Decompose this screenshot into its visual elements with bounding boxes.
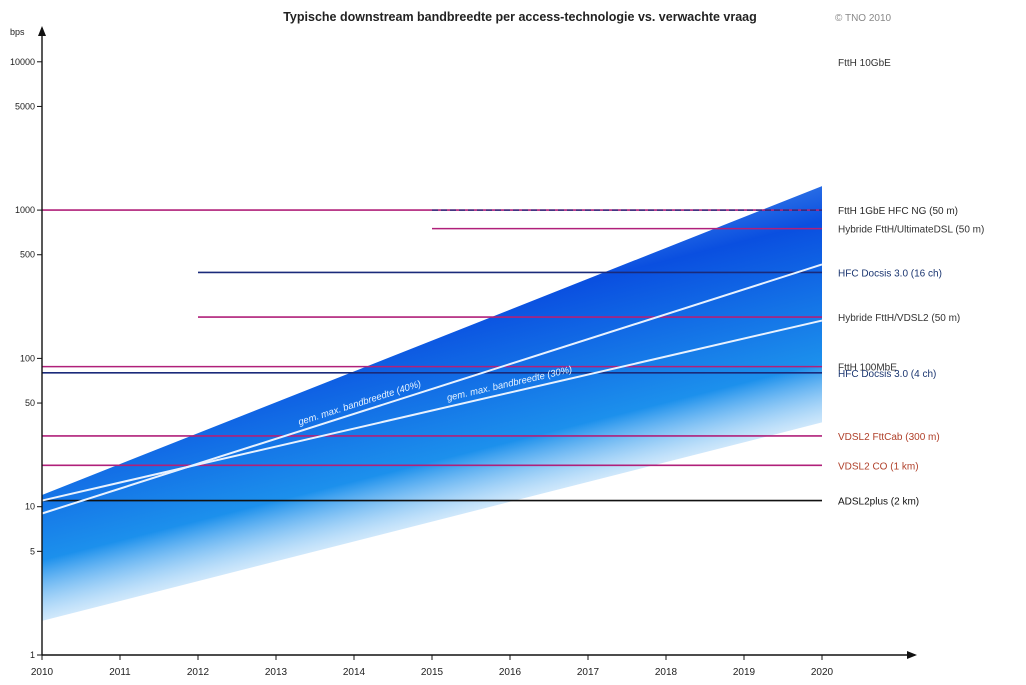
tech-label: Hybride FttH/VDSL2 (50 m)	[838, 313, 960, 324]
tech-label: HFC Docsis 3.0 (4 ch)	[838, 369, 936, 380]
x-tick-label: 2013	[265, 667, 288, 678]
x-tick-label: 2017	[577, 667, 600, 678]
tech-label: Hybride FttH/UltimateDSL (50 m)	[838, 225, 984, 236]
x-tick-label: 2018	[655, 667, 678, 678]
x-tick-label: 2011	[109, 667, 131, 678]
trend-line	[41, 319, 823, 502]
y-tick-label: 10000	[10, 57, 35, 67]
x-tick-label: 2020	[811, 667, 834, 678]
y-tick-label: 5	[30, 546, 35, 556]
y-axis-label: bps	[10, 27, 25, 37]
y-tick-label: 5000	[15, 101, 35, 111]
x-tick-label: 2016	[499, 667, 522, 678]
tech-label: HFC Docsis 3.0 (16 ch)	[838, 268, 942, 279]
demand-band	[42, 186, 822, 621]
axes: 2010 2011 2012 2013 2014 2015 2016 2017 2018 2019…	[10, 26, 917, 678]
trend-line	[41, 263, 823, 515]
y-tick-label: 100	[20, 353, 35, 363]
tech-label: ADSL2plus (2 km)	[838, 497, 919, 508]
y-tick-label: 10	[25, 502, 35, 512]
y-tick-label: 50	[25, 398, 35, 408]
y-tick-label: 500	[20, 250, 35, 260]
x-tick-label: 2014	[343, 667, 366, 678]
chart-credit: © TNO 2010	[835, 13, 892, 24]
technology-lines: FttH 10GbE FttH 1GbE HFC NG (50 m) Hybride…	[42, 58, 984, 508]
tech-label: FttH 100MbE	[838, 363, 897, 374]
y-tick-label: 1000	[15, 205, 35, 215]
demand-band-area	[42, 186, 822, 621]
y-tick-label: 1	[30, 650, 35, 660]
x-tick-label: 2015	[421, 667, 444, 678]
x-tick-label: 2010	[31, 667, 54, 678]
chart-title: Typische downstream bandbreedte per acce…	[283, 10, 757, 24]
tech-label: FttH 1GbE HFC NG (50 m)	[838, 206, 958, 217]
tech-label: VDSL2 CO (1 km)	[838, 461, 919, 472]
tech-label: FttH 10GbE	[838, 58, 891, 69]
x-tick-label: 2019	[733, 667, 756, 678]
x-tick-label: 2012	[187, 667, 210, 678]
tech-label: VDSL2 FttCab (300 m)	[838, 432, 940, 443]
